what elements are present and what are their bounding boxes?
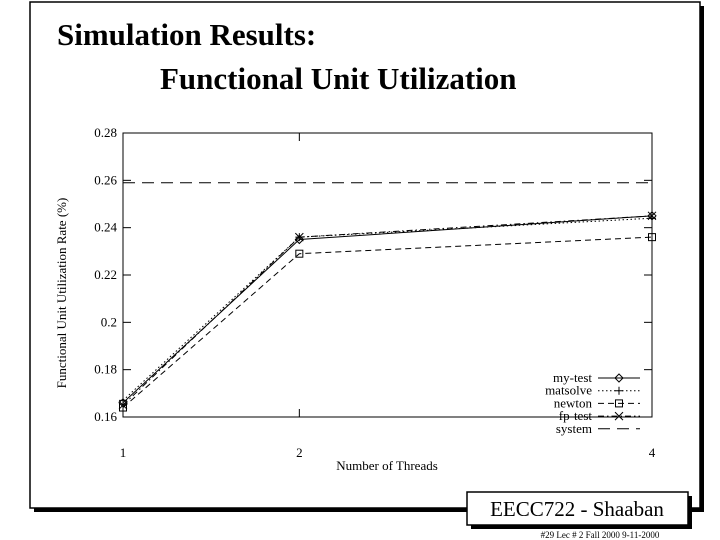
- data-point: [119, 403, 127, 412]
- badge: [466, 491, 689, 526]
- data-point: [295, 249, 304, 258]
- legend-marker: [615, 399, 623, 408]
- x-tick-label: 4: [649, 445, 656, 460]
- x-tick-label: 2: [296, 445, 303, 460]
- legend-marker: [615, 386, 623, 395]
- x-tick-label: 1: [120, 445, 127, 460]
- data-point: [648, 233, 656, 242]
- data-point: [647, 211, 657, 221]
- legend-label: system: [556, 421, 592, 436]
- legend-marker: [614, 411, 624, 421]
- y-tick-label: 0.24: [94, 220, 117, 235]
- legend-label: fp-test: [559, 408, 593, 423]
- y-tick-label: 0.26: [94, 172, 117, 187]
- title-line: Simulation Results:: [57, 17, 316, 52]
- footer: #29 Lec # 2 Fall 2000 9-11-2000: [541, 530, 660, 540]
- y-tick-label: 0.28: [94, 125, 117, 140]
- legend-label: newton: [554, 395, 593, 410]
- data-point: [119, 396, 127, 405]
- data-point: [118, 398, 128, 408]
- y-axis-label: Functional Unit Utilization Rate (%): [54, 198, 69, 389]
- y-tick-label: 0.16: [94, 409, 117, 424]
- legend-marker: [614, 373, 624, 383]
- data-point: [118, 400, 128, 410]
- badge-text: EECC722 - Shaaban: [490, 497, 664, 521]
- data-point: [294, 232, 304, 242]
- series-line: [122, 236, 653, 408]
- legend-label: my-test: [553, 370, 592, 385]
- frame: [29, 1, 701, 509]
- y-tick-label: 0.18: [94, 362, 117, 377]
- data-point: [294, 234, 305, 245]
- x-axis-label: Number of Threads: [336, 458, 438, 473]
- title-line: Functional Unit Utilization: [160, 61, 517, 96]
- legend-label: matsolve: [545, 383, 592, 398]
- y-tick-label: 0.2: [101, 314, 117, 329]
- y-tick-label: 0.22: [94, 267, 117, 282]
